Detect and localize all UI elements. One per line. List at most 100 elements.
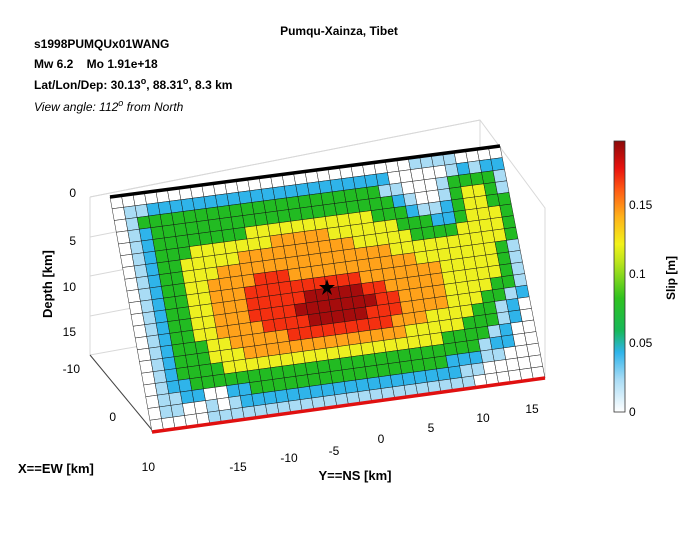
slip-cell (362, 353, 377, 368)
slip-cell (232, 287, 247, 301)
slip-cell (126, 289, 141, 304)
slip-cell (187, 233, 202, 247)
fault-top-trace (109, 144, 501, 199)
slip-cell (219, 216, 234, 231)
slip-cell (250, 320, 265, 335)
ew-tick-0: 0 (109, 410, 116, 424)
slip-cell (140, 299, 155, 314)
colorbar-gradient (613, 140, 626, 413)
depth-axis-label: Depth [km] (40, 250, 55, 318)
slip-cell (348, 343, 364, 357)
slip-cell (134, 203, 149, 218)
slip-cell (376, 363, 391, 378)
slip-cell (319, 311, 334, 326)
slip-cell (227, 323, 242, 338)
slip-cell (303, 289, 318, 304)
slip-cell (185, 353, 200, 368)
slip-cell (170, 271, 185, 286)
ew-axis: -10 0 10 X==EW [km] (18, 362, 155, 476)
slip-cell (497, 192, 512, 206)
slip-cell (240, 202, 255, 216)
slip-cell (148, 346, 163, 361)
slip-cell (227, 263, 243, 278)
slip-cell (337, 344, 352, 359)
slip-cell (193, 268, 208, 283)
slip-cell (191, 388, 206, 403)
slip-cell (234, 298, 249, 313)
slip-cell (171, 211, 186, 225)
slip-cell (198, 363, 214, 378)
slip-cell (296, 314, 311, 329)
slip-cell (353, 366, 368, 381)
location-line: Lat/Lon/Dep: 30.13o, 88.31o, 8.3 km (34, 76, 232, 92)
slip-cell (211, 301, 226, 316)
slip-cell (210, 230, 225, 244)
slip-cell (202, 255, 217, 269)
slip-cell (147, 406, 162, 421)
slip-cell (294, 302, 309, 317)
slip-cell (325, 346, 341, 361)
slip-cell (203, 387, 218, 401)
slip-cell (154, 381, 170, 396)
slip-cell (247, 369, 262, 383)
slip-cell (278, 280, 293, 295)
slip-cell (338, 225, 353, 239)
slip-cell (179, 258, 194, 272)
slip-cell (182, 401, 197, 416)
slip-cell (283, 244, 298, 259)
slip-cell (215, 325, 230, 340)
slip-cell (218, 276, 233, 291)
slip-cell (175, 234, 190, 249)
slip-cell (248, 308, 263, 323)
slip-cell (169, 331, 184, 346)
slip-cell (370, 268, 385, 283)
slip-cell (381, 326, 396, 341)
slip-cell (245, 357, 260, 372)
slip-cell (291, 351, 306, 365)
slip-cell (122, 265, 137, 280)
depth-tick-10: 10 (63, 280, 77, 294)
slip-cell (205, 206, 220, 221)
colorbar-tick-0.15: 0.15 (629, 198, 653, 212)
slip-cell (296, 254, 312, 269)
slip-cell (156, 261, 171, 275)
slip-cell (193, 400, 208, 415)
slip-cell (172, 283, 187, 297)
slip-cell (285, 256, 300, 270)
slip-cell (200, 243, 215, 258)
slip-cell (372, 280, 387, 294)
slip-cell (327, 358, 343, 372)
slip-cell (152, 369, 167, 384)
slip-cell (201, 375, 216, 390)
slip-cell (314, 347, 329, 362)
slip-cell (124, 277, 139, 292)
slip-cell (125, 217, 140, 231)
slip-cell (422, 357, 437, 371)
slip-cell (146, 334, 161, 349)
slip-cell (256, 355, 271, 370)
slip-cell (219, 348, 235, 363)
slip-cell (313, 216, 328, 231)
slip-cell (320, 191, 335, 206)
slip-cell (354, 246, 369, 261)
slip-cell (225, 251, 240, 266)
slip-cell (371, 340, 387, 354)
slip-cell (360, 341, 375, 356)
slip-cell (335, 273, 351, 287)
slip-cell (159, 405, 174, 419)
slip-cell (395, 336, 410, 351)
slip-cell (264, 270, 279, 285)
magnitude-line: Mw 6.2 Mo 1.91e+18 (34, 57, 158, 71)
slip-cell (143, 250, 158, 265)
slip-cell (174, 294, 189, 309)
slip-cell (156, 393, 172, 408)
slip-cell (123, 205, 138, 220)
slip-cell (166, 380, 181, 394)
slip-cell (330, 369, 345, 384)
slip-cell (312, 336, 327, 351)
slip-cell (276, 269, 291, 283)
slip-cell (129, 240, 144, 255)
slip-cell (236, 310, 251, 325)
ew-axis-label: X==EW [km] (18, 461, 94, 476)
slip-cell (167, 319, 182, 334)
